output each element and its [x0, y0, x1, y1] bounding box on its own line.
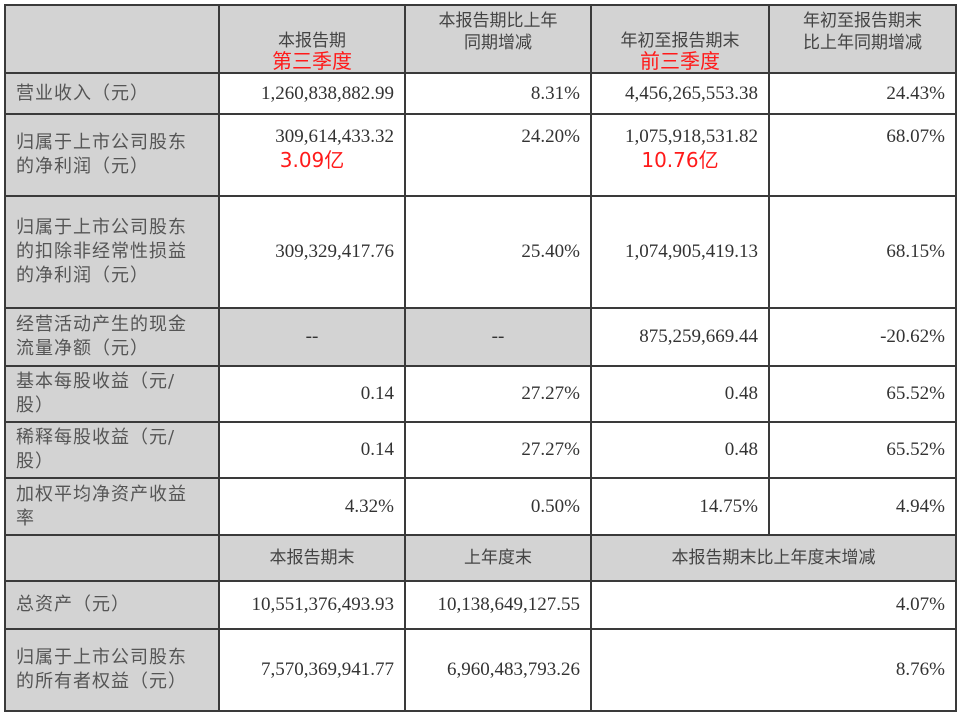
cell-value: 4.94% — [768, 477, 957, 536]
cell-value: 7,570,369,941.77 — [218, 628, 406, 712]
row-label-shareholders-equity: 归属于上市公司股东 的所有者权益（元） — [4, 628, 220, 712]
header-label: 上年度末 — [464, 548, 532, 568]
table-row: 经营活动产生的现金 流量净额（元） -- -- 875,259,669.44 -… — [4, 307, 957, 367]
header-current-period-yoy: 本报告期比上年 同期增减 — [404, 4, 592, 74]
cell-value: 68.15% — [768, 195, 957, 309]
cell-value: 27.27% — [404, 421, 592, 479]
label-line: 的净利润（元） — [16, 265, 149, 286]
cell-value: 24.20% — [404, 113, 592, 197]
label-line: 归属于上市公司股东 — [16, 132, 187, 153]
row-label-revenue: 营业收入（元） — [4, 72, 220, 115]
header-corner — [4, 534, 220, 582]
value-text: 1,075,918,531.82 — [625, 126, 758, 147]
label-line: 归属于上市公司股东 — [16, 217, 187, 238]
label-line: 的所有者权益（元） — [16, 671, 187, 692]
header-label: 本报告期末比上年度末增减 — [671, 548, 876, 568]
table-row: 总资产（元） 10,551,376,493.93 10,138,649,127.… — [4, 580, 957, 630]
value-text: 68.07% — [886, 126, 945, 147]
label-line: 稀释每股收益（元/ — [16, 427, 176, 448]
cell-value: 309,614,433.32 3.09亿 — [218, 113, 406, 197]
header-label: 本报告期比上年 — [438, 11, 558, 31]
label-line: 股） — [16, 395, 54, 416]
table-row: 归属于上市公司股东 的扣除非经常性损益 的净利润（元） 309,329,417.… — [4, 195, 957, 309]
header-row: 本报告期 第三季度 本报告期比上年 同期增减 年初至报告期末 前三季度 年初至报… — [4, 4, 957, 74]
label-line: 股） — [16, 451, 54, 472]
cell-value: 0.48 — [590, 365, 770, 423]
header-period-end: 本报告期末 — [218, 534, 406, 582]
value-text: 24.20% — [521, 126, 580, 147]
row-label-net-profit: 归属于上市公司股东 的净利润（元） — [4, 113, 220, 197]
label-line: 流量净额（元） — [16, 338, 149, 359]
header-ytd-yoy: 年初至报告期末 比上年同期增减 — [768, 4, 957, 74]
cell-value: 0.50% — [404, 477, 592, 536]
row-label-weighted-roe: 加权平均净资产收益 率 — [4, 477, 220, 536]
cell-value: 4.32% — [218, 477, 406, 536]
header-label: 年初至报告期末 — [803, 11, 922, 31]
value-text: 309,614,433.32 — [275, 126, 394, 147]
table-row: 加权平均净资产收益 率 4.32% 0.50% 14.75% 4.94% — [4, 477, 957, 536]
annotation-net-profit-ytd: 10.76亿 — [641, 148, 719, 172]
header-prior-year-end: 上年度末 — [404, 534, 592, 582]
table-row: 基本每股收益（元/ 股） 0.14 27.27% 0.48 65.52% — [4, 365, 957, 423]
cell-value: 65.52% — [768, 365, 957, 423]
cell-value: 6,960,483,793.26 — [404, 628, 592, 712]
label-line: 率 — [16, 507, 35, 529]
cell-value: 65.52% — [768, 421, 957, 479]
header-label: 同期增减 — [464, 33, 532, 53]
row-label-total-assets: 总资产（元） — [4, 580, 220, 630]
header-row-balance: 本报告期末 上年度末 本报告期末比上年度末增减 — [4, 534, 957, 582]
table-row: 营业收入（元） 1,260,838,882.99 8.31% 4,456,265… — [4, 72, 957, 115]
table-row: 归属于上市公司股东 的净利润（元） 309,614,433.32 3.09亿 2… — [4, 113, 957, 197]
cell-value: 8.76% — [590, 628, 957, 712]
header-corner — [4, 4, 220, 74]
cell-value: 0.14 — [218, 365, 406, 423]
annotation-net-profit-q3: 3.09亿 — [279, 148, 345, 172]
header-label: 本报告期末 — [269, 548, 355, 568]
label-line: 归属于上市公司股东 — [16, 647, 187, 668]
row-label-net-profit-excl-nonrecurring: 归属于上市公司股东 的扣除非经常性损益 的净利润（元） — [4, 195, 220, 309]
cell-value-na: -- — [404, 307, 592, 367]
cell-value: 27.27% — [404, 365, 592, 423]
financial-summary-table: 本报告期 第三季度 本报告期比上年 同期增减 年初至报告期末 前三季度 年初至报… — [4, 4, 957, 712]
header-label: 年初至报告期末 — [620, 31, 740, 51]
label-line: 加权平均净资产收益 — [16, 483, 187, 505]
cell-value: 0.14 — [218, 421, 406, 479]
label-line: 的净利润（元） — [16, 156, 149, 177]
cell-value: 875,259,669.44 — [590, 307, 770, 367]
cell-value: 1,074,905,419.13 — [590, 195, 770, 309]
cell-value: 4,456,265,553.38 — [590, 72, 770, 115]
row-label-diluted-eps: 稀释每股收益（元/ 股） — [4, 421, 220, 479]
cell-value: 10,551,376,493.93 — [218, 580, 406, 630]
cell-value: 68.07% — [768, 113, 957, 197]
annotation-first-three-quarters: 前三季度 — [640, 49, 720, 73]
label-line: 经营活动产生的现金 — [16, 314, 187, 335]
table-row: 归属于上市公司股东 的所有者权益（元） 7,570,369,941.77 6,9… — [4, 628, 957, 712]
annotation-q3: 第三季度 — [272, 49, 352, 73]
cell-value: -20.62% — [768, 307, 957, 367]
header-ytd: 年初至报告期末 前三季度 — [590, 4, 770, 74]
cell-value: 14.75% — [590, 477, 770, 536]
table-row: 稀释每股收益（元/ 股） 0.14 27.27% 0.48 65.52% — [4, 421, 957, 479]
header-label: 比上年同期增减 — [803, 33, 922, 53]
cell-value: 25.40% — [404, 195, 592, 309]
row-label-basic-eps: 基本每股收益（元/ 股） — [4, 365, 220, 423]
row-label-operating-cash-flow: 经营活动产生的现金 流量净额（元） — [4, 307, 220, 367]
header-change-vs-prior-year-end: 本报告期末比上年度末增减 — [590, 534, 957, 582]
label-line: 的扣除非经常性损益 — [16, 241, 187, 262]
cell-value: 24.43% — [768, 72, 957, 115]
header-current-period: 本报告期 第三季度 — [218, 4, 406, 74]
header-label: 本报告期 — [278, 31, 346, 51]
cell-value: 10,138,649,127.55 — [404, 580, 592, 630]
cell-value: 8.31% — [404, 72, 592, 115]
cell-value-na: -- — [218, 307, 406, 367]
cell-value: 0.48 — [590, 421, 770, 479]
cell-value: 1,260,838,882.99 — [218, 72, 406, 115]
cell-value: 4.07% — [590, 580, 957, 630]
cell-value: 309,329,417.76 — [218, 195, 406, 309]
cell-value: 1,075,918,531.82 10.76亿 — [590, 113, 770, 197]
label-line: 基本每股收益（元/ — [16, 371, 176, 392]
